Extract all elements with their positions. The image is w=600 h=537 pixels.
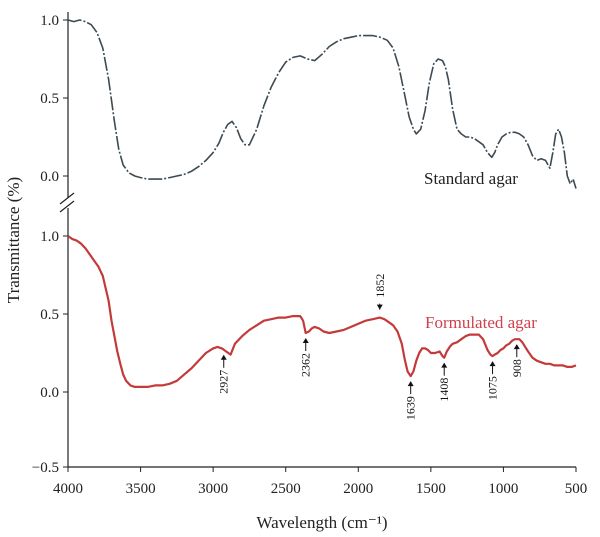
peak-arrowhead	[441, 362, 448, 368]
y-tick-label: 0.0	[40, 385, 59, 401]
y-tick-label: 1.0	[40, 13, 59, 29]
peak-label: 1852	[373, 274, 387, 298]
y-tick-label: 0.5	[40, 91, 59, 107]
peak-arrowhead	[407, 381, 414, 387]
annotation-layer: 2927 2362 1852 1639 1408 1075 908	[217, 274, 524, 421]
x-tick-label: 500	[565, 481, 588, 497]
x-tick-label: 2500	[271, 481, 301, 497]
series-layer: Standard agar Formulated agar	[67, 19, 577, 388]
peak-label: 1075	[486, 376, 500, 400]
y-tick-label: 0.5	[40, 307, 59, 323]
peak-label: 1639	[404, 396, 418, 420]
axis-break-mark	[59, 192, 75, 205]
axis-break-mark	[59, 200, 75, 213]
axes: 4000 3500 3000 2500 2000 1500 1000 500 1.0 0.5 0.0…	[32, 12, 587, 497]
peak-label: 1408	[437, 378, 451, 402]
x-tick-label: 2000	[343, 481, 373, 497]
y-tick-label: −0.5	[32, 460, 59, 476]
series-line-formulated-agar	[67, 235, 577, 388]
y-tick-label: 0.0	[40, 169, 59, 185]
y-axis-title: Transmittance (%)	[4, 177, 23, 303]
x-tick-label: 4000	[53, 481, 83, 497]
peak-arrowhead	[220, 354, 227, 360]
peak-arrowhead	[302, 338, 309, 344]
series-label: Standard agar	[424, 169, 518, 188]
peak-label: 2362	[299, 353, 313, 377]
peak-label: 2927	[217, 370, 231, 394]
series-label: Formulated agar	[425, 313, 537, 332]
y-tick-label: 1.0	[40, 229, 59, 245]
x-tick-label: 1000	[488, 481, 518, 497]
x-tick-label: 3000	[198, 481, 228, 497]
x-tick-label: 1500	[416, 481, 446, 497]
series-line-standard-agar	[67, 19, 577, 189]
x-tick-label: 3500	[126, 481, 156, 497]
peak-arrowhead	[513, 344, 520, 350]
peak-label: 908	[510, 359, 524, 377]
peak-arrowhead	[489, 361, 496, 367]
peak-arrowhead	[376, 304, 383, 310]
x-axis-title: Wavelength (cm⁻¹)	[256, 513, 387, 532]
